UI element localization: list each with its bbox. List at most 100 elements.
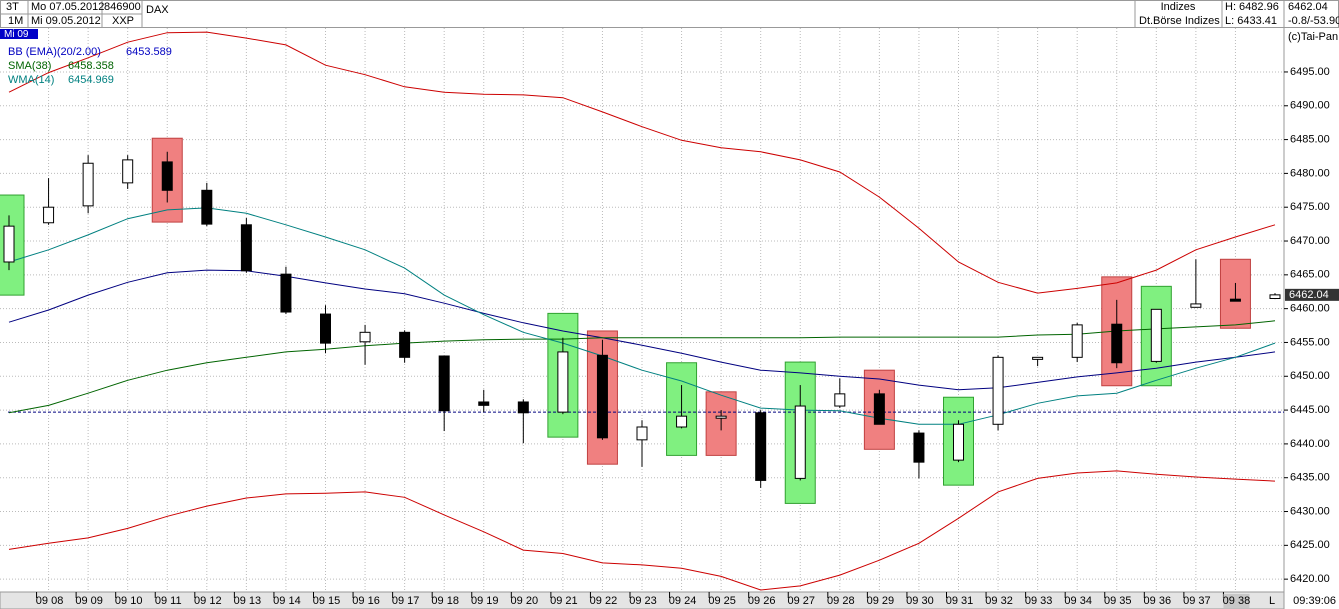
x-tick-label: 09 36 — [1144, 595, 1172, 607]
x-tick-label: 09 21 — [550, 595, 578, 607]
x-tick-label: 09 38 — [1223, 595, 1251, 607]
copyright: (c)Tai-Pan — [1288, 31, 1338, 43]
y-tick-label: 6465.00 — [1290, 269, 1330, 281]
range: 1M — [8, 15, 23, 27]
price-tag-label: 6462.04 — [1289, 289, 1329, 301]
indicator-line — [8, 31, 1276, 294]
y-tick-label: 6475.00 — [1290, 201, 1330, 213]
x-tick-label: 09 17 — [392, 595, 420, 607]
candle-body — [676, 415, 688, 428]
x-tick-label: 09 08 — [36, 595, 64, 607]
candle-body — [715, 415, 727, 419]
candle-body — [873, 393, 885, 425]
x-tick-label: 09 28 — [827, 595, 855, 607]
candle-body — [992, 356, 1004, 425]
x-tick-label: 09 32 — [985, 595, 1013, 607]
x-tick-label: 09 27 — [787, 595, 815, 607]
exchange: XXP — [112, 15, 134, 27]
x-tick-label: 09 33 — [1025, 595, 1053, 607]
pattern-box — [705, 391, 737, 456]
y-tick-label: 6440.00 — [1290, 438, 1330, 450]
candle-body — [122, 159, 134, 184]
group: Indizes — [1161, 1, 1196, 13]
x-tick-label: 09 10 — [115, 595, 143, 607]
x-tick-label: 09 09 — [75, 595, 103, 607]
date-from: Mo 07.05.2012 — [31, 1, 104, 13]
x-axis-band — [0, 591, 1285, 609]
last-price: 6462.04 — [1288, 1, 1328, 13]
x-tick-label: 09 26 — [748, 595, 776, 607]
candle-body — [636, 426, 648, 441]
volume: 846900 — [104, 1, 141, 13]
candle-body — [1032, 356, 1044, 360]
time: 09:39:06 — [1293, 595, 1336, 607]
candle-body — [794, 405, 806, 479]
y-tick-label: 6490.00 — [1290, 100, 1330, 112]
x-tick-label: 09 35 — [1104, 595, 1132, 607]
y-tick-label: 6495.00 — [1290, 66, 1330, 78]
candle-body — [517, 401, 529, 414]
x-tick-highlight — [1223, 594, 1250, 608]
x-tick-label: 09 16 — [352, 595, 380, 607]
indicator-line — [8, 320, 1276, 414]
x-tick-label: 09 37 — [1183, 595, 1211, 607]
legend-value: 6453.589 — [126, 46, 172, 58]
candle-body — [755, 412, 767, 481]
indicator-line — [8, 470, 1276, 591]
candle-body — [834, 393, 846, 407]
candle-body — [953, 423, 964, 461]
x-tick-label: 09 14 — [273, 595, 301, 607]
legend-value: 6454.969 — [68, 74, 114, 86]
legend-value: 6458.358 — [68, 60, 114, 72]
y-tick-label: 6450.00 — [1290, 370, 1330, 382]
candle-body — [240, 224, 252, 272]
date-to: Mi 09.05.2012 — [31, 15, 101, 27]
candle-body — [280, 273, 292, 313]
plot: 6420.00 6425.00 6430.00 6435.00 6440.00 6445.… — [0, 28, 1330, 608]
x-tick-label: 09 15 — [313, 595, 341, 607]
candle-body — [1269, 294, 1281, 300]
x-tick-label: 09 24 — [669, 595, 697, 607]
candle-body — [438, 355, 450, 412]
candle-body — [82, 162, 94, 207]
candle-body — [1150, 308, 1162, 362]
x-tick-label: 09 29 — [867, 595, 895, 607]
x-tick-label: 09 34 — [1064, 595, 1092, 607]
legend-name: WMA(14) — [8, 74, 54, 86]
x-tick-label: 09 18 — [431, 595, 459, 607]
legend-name: BB (EMA)(20/2.00) — [8, 46, 101, 58]
x-tick-label: 09 30 — [906, 595, 934, 607]
x-tick-label: 09 23 — [629, 595, 657, 607]
source: Dt.Börse Indizes — [1139, 15, 1220, 27]
y-tick-label: 6445.00 — [1290, 404, 1330, 416]
y-tick-label: 6425.00 — [1290, 539, 1330, 551]
candle-body — [913, 432, 925, 463]
candle-body — [557, 351, 569, 413]
y-tick-label: 6485.00 — [1290, 133, 1330, 145]
candle-body — [478, 401, 490, 406]
x-tick-label: 09 11 — [155, 595, 182, 607]
symbol: DAX — [146, 4, 169, 16]
candle-body — [320, 313, 331, 344]
candle-body — [3, 225, 15, 263]
y-tick-label: 6420.00 — [1290, 573, 1330, 585]
change: -0.8/-53.90 — [1288, 15, 1339, 27]
day-high: H: 6482.96 — [1225, 1, 1279, 13]
candle-body — [1111, 323, 1123, 364]
y-tick-label: 6435.00 — [1290, 472, 1330, 484]
candle-body — [399, 331, 411, 358]
x-tick-label: 09 25 — [708, 595, 736, 607]
y-tick-label: 6470.00 — [1290, 235, 1330, 247]
day-label: Mi 09 — [4, 29, 29, 40]
y-tick-label: 6480.00 — [1290, 167, 1330, 179]
x-tick-label: 09 13 — [234, 595, 262, 607]
x-tick-label: 09 19 — [471, 595, 499, 607]
period: 3T — [6, 1, 19, 13]
candle-body — [596, 354, 608, 439]
day-low: L: 6433.41 — [1225, 15, 1277, 27]
candle-body — [359, 331, 371, 343]
candle-body — [43, 206, 55, 224]
day-badge — [0, 29, 38, 39]
